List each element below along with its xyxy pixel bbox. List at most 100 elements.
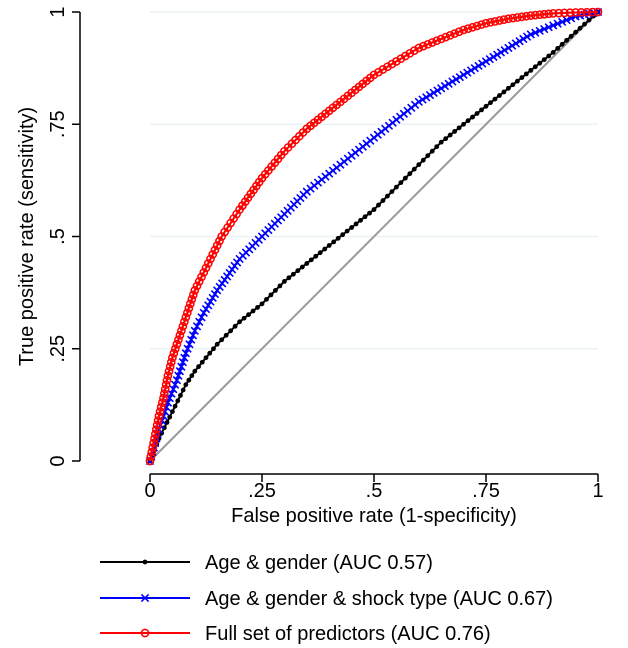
series-0-marker-50 <box>335 235 341 241</box>
series-2-marker-140 <box>576 7 586 17</box>
legend-swatch-marker-1 <box>140 593 150 603</box>
series-1-marker-23 <box>180 353 189 362</box>
reference-diagonal-line <box>149 11 599 462</box>
series-0-marker-86 <box>497 93 502 98</box>
series-2-marker-27 <box>174 335 183 345</box>
series-0-marker-103 <box>573 29 578 35</box>
series-0-marker-63 <box>394 184 399 190</box>
series-0-marker-82 <box>479 107 484 113</box>
series-2-marker-98 <box>383 62 392 72</box>
series-2-marker-12 <box>156 402 166 412</box>
series-2-marker-45 <box>206 254 215 264</box>
series-1-marker-106 <box>440 81 450 91</box>
series-2-marker-9 <box>153 416 163 425</box>
series-1-marker-117 <box>481 57 491 66</box>
series-2-marker-8 <box>152 420 162 430</box>
x-tick-label-3: .75 <box>472 480 500 502</box>
series-0-marker-69 <box>420 157 426 163</box>
series-2-marker-26 <box>172 339 182 349</box>
series-1-marker-114 <box>470 63 479 73</box>
series-0-marker-64 <box>398 180 404 186</box>
series-2-marker-116 <box>463 24 473 33</box>
series-2-marker-122 <box>490 17 500 26</box>
series-0-marker-28 <box>237 319 243 325</box>
series-0-marker-85 <box>492 96 498 102</box>
series-0-marker-39 <box>286 275 292 281</box>
series-0-marker-41 <box>295 268 301 274</box>
legend-item-0: Age & gender (AUC 0.57) <box>100 552 433 574</box>
series-1 <box>145 7 603 466</box>
grid-lines <box>150 11 598 350</box>
series-1-marker-122 <box>500 45 509 55</box>
series-2-marker-135 <box>548 8 558 18</box>
series-2-marker-139 <box>571 8 580 17</box>
series-2-marker-128 <box>517 12 527 22</box>
series-1-marker-107 <box>444 79 453 89</box>
series-2-marker-107 <box>423 39 433 49</box>
series-0-marker-26 <box>228 328 234 334</box>
series-0-marker-33 <box>259 301 265 307</box>
series-1-marker-120 <box>493 50 502 59</box>
series-1-marker-18 <box>172 376 182 385</box>
series-2-marker-4 <box>149 438 158 448</box>
series-2-marker-105 <box>414 43 424 53</box>
series-0-marker-71 <box>429 148 435 154</box>
series-2-marker-137 <box>560 8 569 18</box>
series-0-marker-95 <box>537 60 543 66</box>
series-2-marker-95 <box>369 70 379 80</box>
series-1-marker-35 <box>204 301 213 310</box>
series-0-marker-14 <box>183 382 189 388</box>
y-tick-label-0: 0 <box>47 455 69 466</box>
series-1-marker-131 <box>535 26 544 36</box>
series-0-marker-31 <box>250 308 256 314</box>
series-2-marker-34 <box>184 303 194 313</box>
series-2-marker-1 <box>146 452 156 461</box>
series-0-marker-40 <box>290 271 296 277</box>
x-axis-ticks: 0 .25 .5 .75 1 <box>144 474 604 502</box>
series-0-marker-38 <box>282 279 287 284</box>
series-2-marker-3 <box>148 443 158 452</box>
series-0-marker-47 <box>322 246 328 252</box>
series-0-marker-35 <box>268 292 274 298</box>
series-0-marker-93 <box>528 67 534 73</box>
series-0-marker-74 <box>443 136 449 142</box>
series-0-marker-21 <box>207 350 213 356</box>
series-0-marker-66 <box>407 171 413 177</box>
series-2-marker-28 <box>175 330 185 340</box>
legend-swatch-marker-0 <box>142 559 148 565</box>
series-1-marker-136 <box>557 17 567 27</box>
series-1-marker-128 <box>522 32 532 41</box>
series-2-marker-110 <box>436 34 446 44</box>
series-0-marker-44 <box>308 257 314 263</box>
series-0-marker-37 <box>277 283 283 289</box>
y-axis-label: True positive rate (sensitivity) <box>16 107 38 366</box>
series-2-marker-106 <box>418 41 428 51</box>
series-1-marker-109 <box>451 75 461 84</box>
series-1-marker-135 <box>553 19 562 28</box>
series-2-marker-25 <box>171 344 180 354</box>
series-layer <box>145 7 603 466</box>
series-0-marker-79 <box>465 118 471 124</box>
y-tick-label-3: .75 <box>47 110 69 138</box>
series-0-marker-62 <box>389 189 395 195</box>
series-0-marker-98 <box>550 50 556 55</box>
series-2-marker-103 <box>405 48 415 58</box>
series-1-marker-17 <box>170 380 180 389</box>
series-0-marker-100 <box>559 41 565 47</box>
series-1-marker-100 <box>418 95 427 104</box>
series-0-marker-20 <box>203 355 209 361</box>
series-2-marker-132 <box>535 10 545 20</box>
series-2-marker-21 <box>165 362 175 372</box>
series-0-marker-72 <box>434 144 440 150</box>
series-0-marker-52 <box>344 228 350 234</box>
series-2-marker-49 <box>215 236 224 246</box>
series-2-marker-127 <box>513 13 522 22</box>
series-0-marker-32 <box>255 305 260 310</box>
series-0-marker-89 <box>510 82 516 88</box>
series-2-marker-41 <box>197 272 206 282</box>
series-1-marker-32 <box>197 313 206 322</box>
series-0-marker-51 <box>340 232 346 238</box>
series-2-marker-130 <box>526 11 536 20</box>
series-2-marker-47 <box>210 245 220 255</box>
series-1-marker-116 <box>478 59 487 68</box>
